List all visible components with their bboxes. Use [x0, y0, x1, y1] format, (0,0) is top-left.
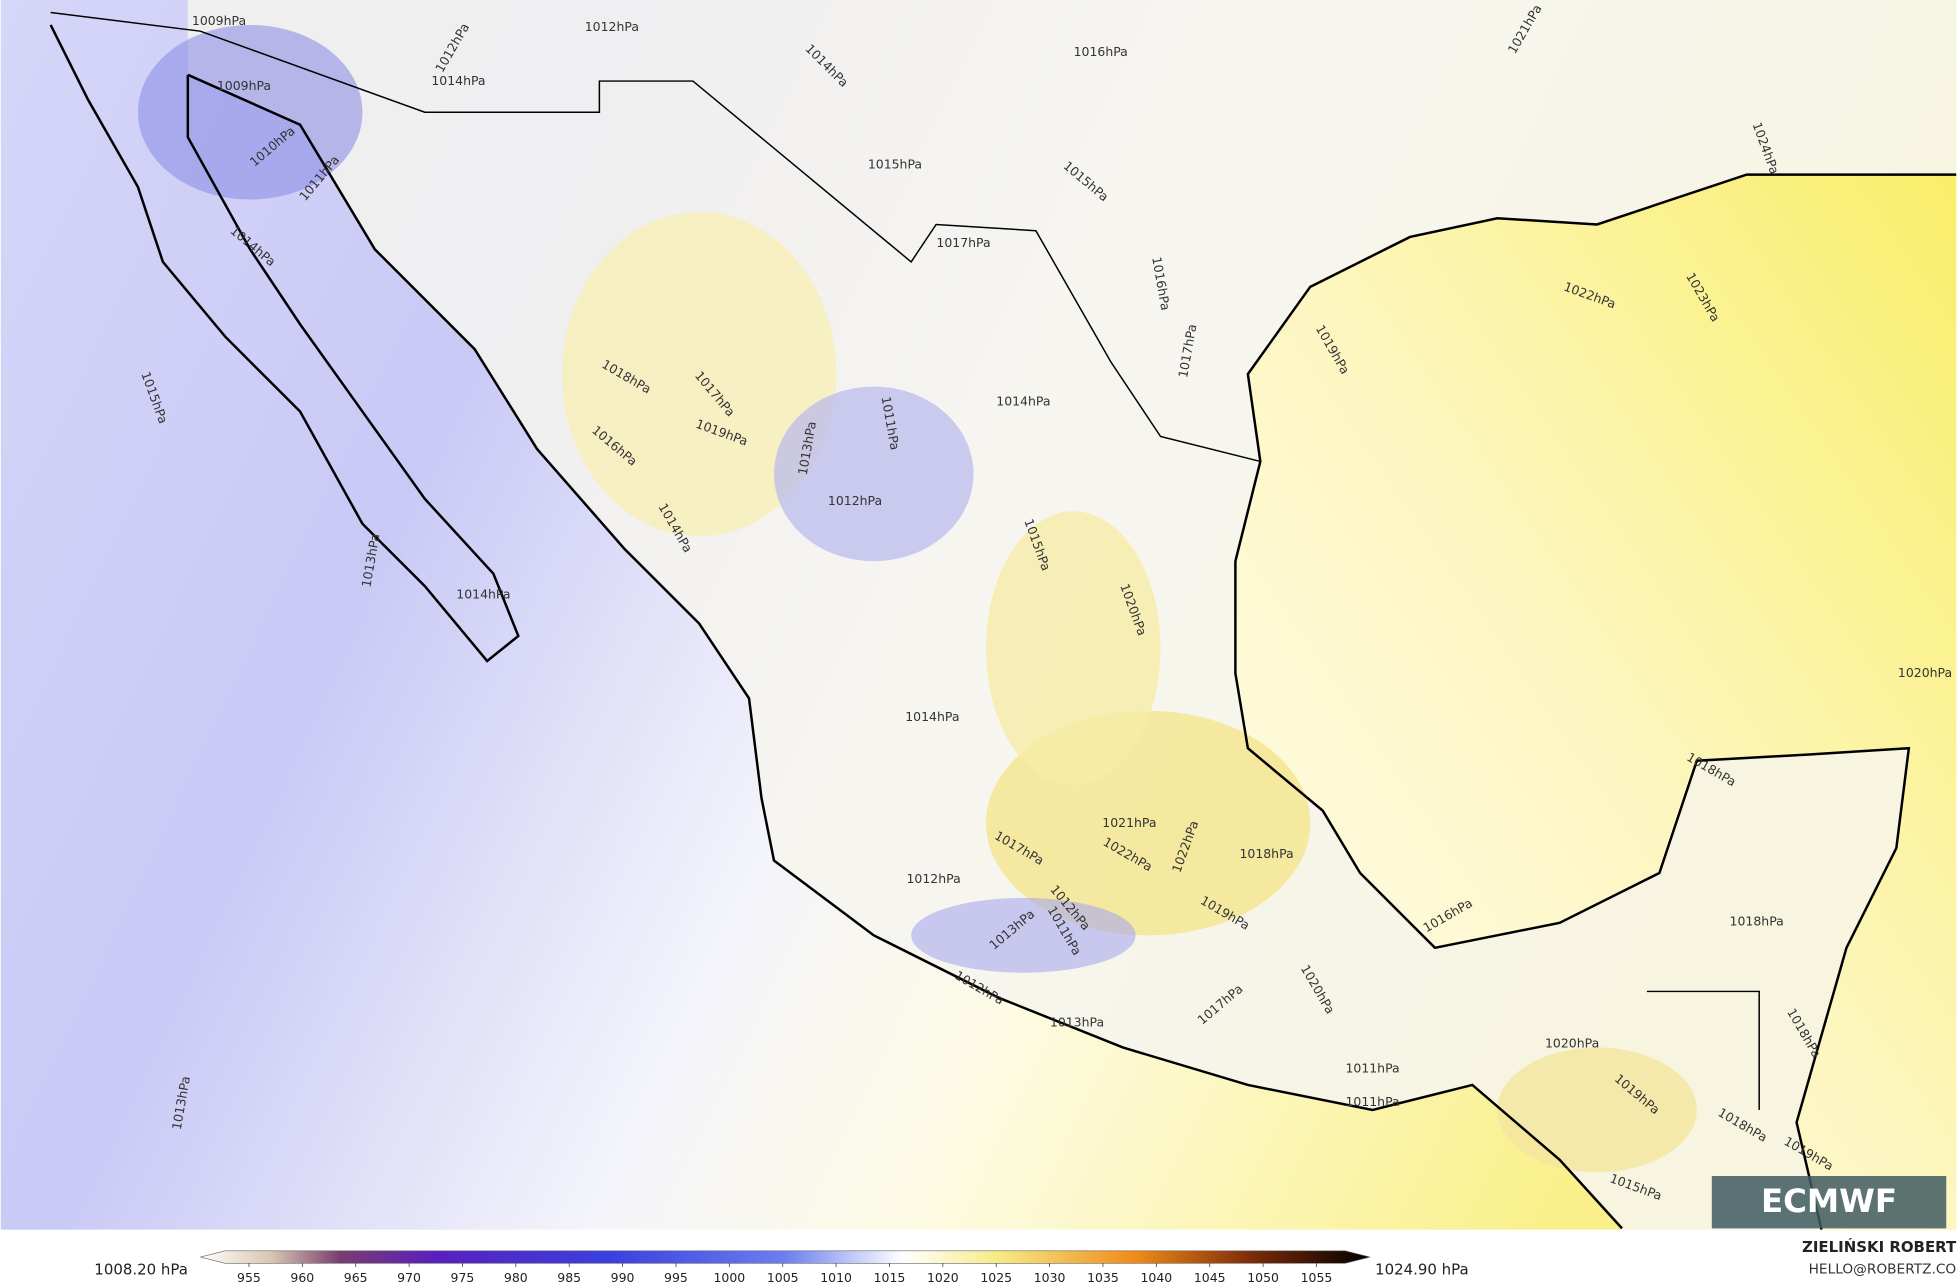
colorbar-tick-label: 1050: [1247, 1270, 1279, 1285]
colorbar-tick-label: 980: [504, 1270, 528, 1285]
contour-label: 1012hPa: [828, 493, 882, 508]
low-pressure-area: [137, 24, 363, 200]
contour-label: 1014hPa: [905, 709, 959, 724]
coastline-pacific: [187, 73, 1623, 1230]
colorbar-tick-label: 970: [397, 1270, 421, 1285]
colorbar-tick-label: 960: [290, 1270, 314, 1285]
colorbar-tick-label: 1035: [1087, 1270, 1119, 1285]
colorbar-tick-label: 1015: [874, 1270, 906, 1285]
contour-label: 1013hPa: [1050, 1014, 1104, 1029]
contour-label: 1014hPa: [996, 393, 1050, 408]
contour-label: 1012hPa: [906, 871, 960, 886]
contour-label: 1009hPa: [192, 13, 246, 28]
colorbar-tick-label: 985: [557, 1270, 581, 1285]
border: [50, 11, 1760, 1110]
contour-label: 1017hPa: [936, 235, 990, 250]
contour-label: 1009hPa: [217, 78, 271, 93]
contour-label: 1015hPa: [868, 156, 922, 171]
colorbar-tick-label: 1045: [1194, 1270, 1226, 1285]
coastline-baja: [49, 24, 520, 663]
colorbar-tick-label: 1005: [767, 1270, 799, 1285]
colorbar-tick-label: 1025: [980, 1270, 1012, 1285]
colorbar-tick-label: 1020: [927, 1270, 959, 1285]
contour-label: 1016hPa: [1074, 44, 1128, 59]
colorbar-tick-label: 995: [664, 1270, 688, 1285]
logo: ECMWF: [1761, 1182, 1897, 1220]
contour-label: 1011hPa: [1345, 1060, 1399, 1075]
gulf-of-mexico: [1235, 174, 1957, 1230]
high-pressure-area: [561, 212, 837, 537]
coastline-gulf: [1234, 173, 1957, 1230]
colorbar-tick-label: 955: [237, 1270, 261, 1285]
colorbar-max-label: 1024.90 hPa: [1375, 1261, 1469, 1279]
colorbar-min-label: 1008.20 hPa: [94, 1261, 188, 1279]
colorbar: [200, 1250, 1371, 1264]
colorbar-tick-label: 1000: [713, 1270, 745, 1285]
contour-label: 1021hPa: [1102, 815, 1156, 830]
colorbar-tick-label: 965: [344, 1270, 368, 1285]
colorbar-tick-label: 1030: [1034, 1270, 1066, 1285]
colorbar-tick-label: 990: [611, 1270, 635, 1285]
contour-label: 1018hPa: [1239, 846, 1293, 861]
colorbar-tick-label: 1040: [1140, 1270, 1172, 1285]
contour-label: 1020hPa: [1898, 665, 1952, 680]
logo-box: [1711, 1176, 1947, 1229]
contour-label: 1018hPa: [1730, 913, 1784, 928]
colorbar-tick-label: 1055: [1301, 1270, 1333, 1285]
low-pressure-area: [911, 897, 1136, 973]
high-pressure-area: [985, 511, 1161, 786]
colorbar-tick-label: 1010: [820, 1270, 852, 1285]
colorbar-tick-label: 975: [451, 1270, 475, 1285]
low-pressure-area: [773, 386, 974, 562]
author: ZIELIŃSKI ROBERT: [1802, 1237, 1957, 1256]
contour-label: 1012hPa: [585, 19, 639, 34]
contour-label: 1011hPa: [1345, 1094, 1399, 1109]
contour-label: 1020hPa: [1545, 1036, 1599, 1051]
contour-label: 1014hPa: [456, 587, 510, 602]
contour-label: 1014hPa: [431, 73, 485, 88]
email: HELLO@ROBERTZ.CO: [1809, 1261, 1957, 1277]
high-pressure-area: [1497, 1047, 1697, 1173]
